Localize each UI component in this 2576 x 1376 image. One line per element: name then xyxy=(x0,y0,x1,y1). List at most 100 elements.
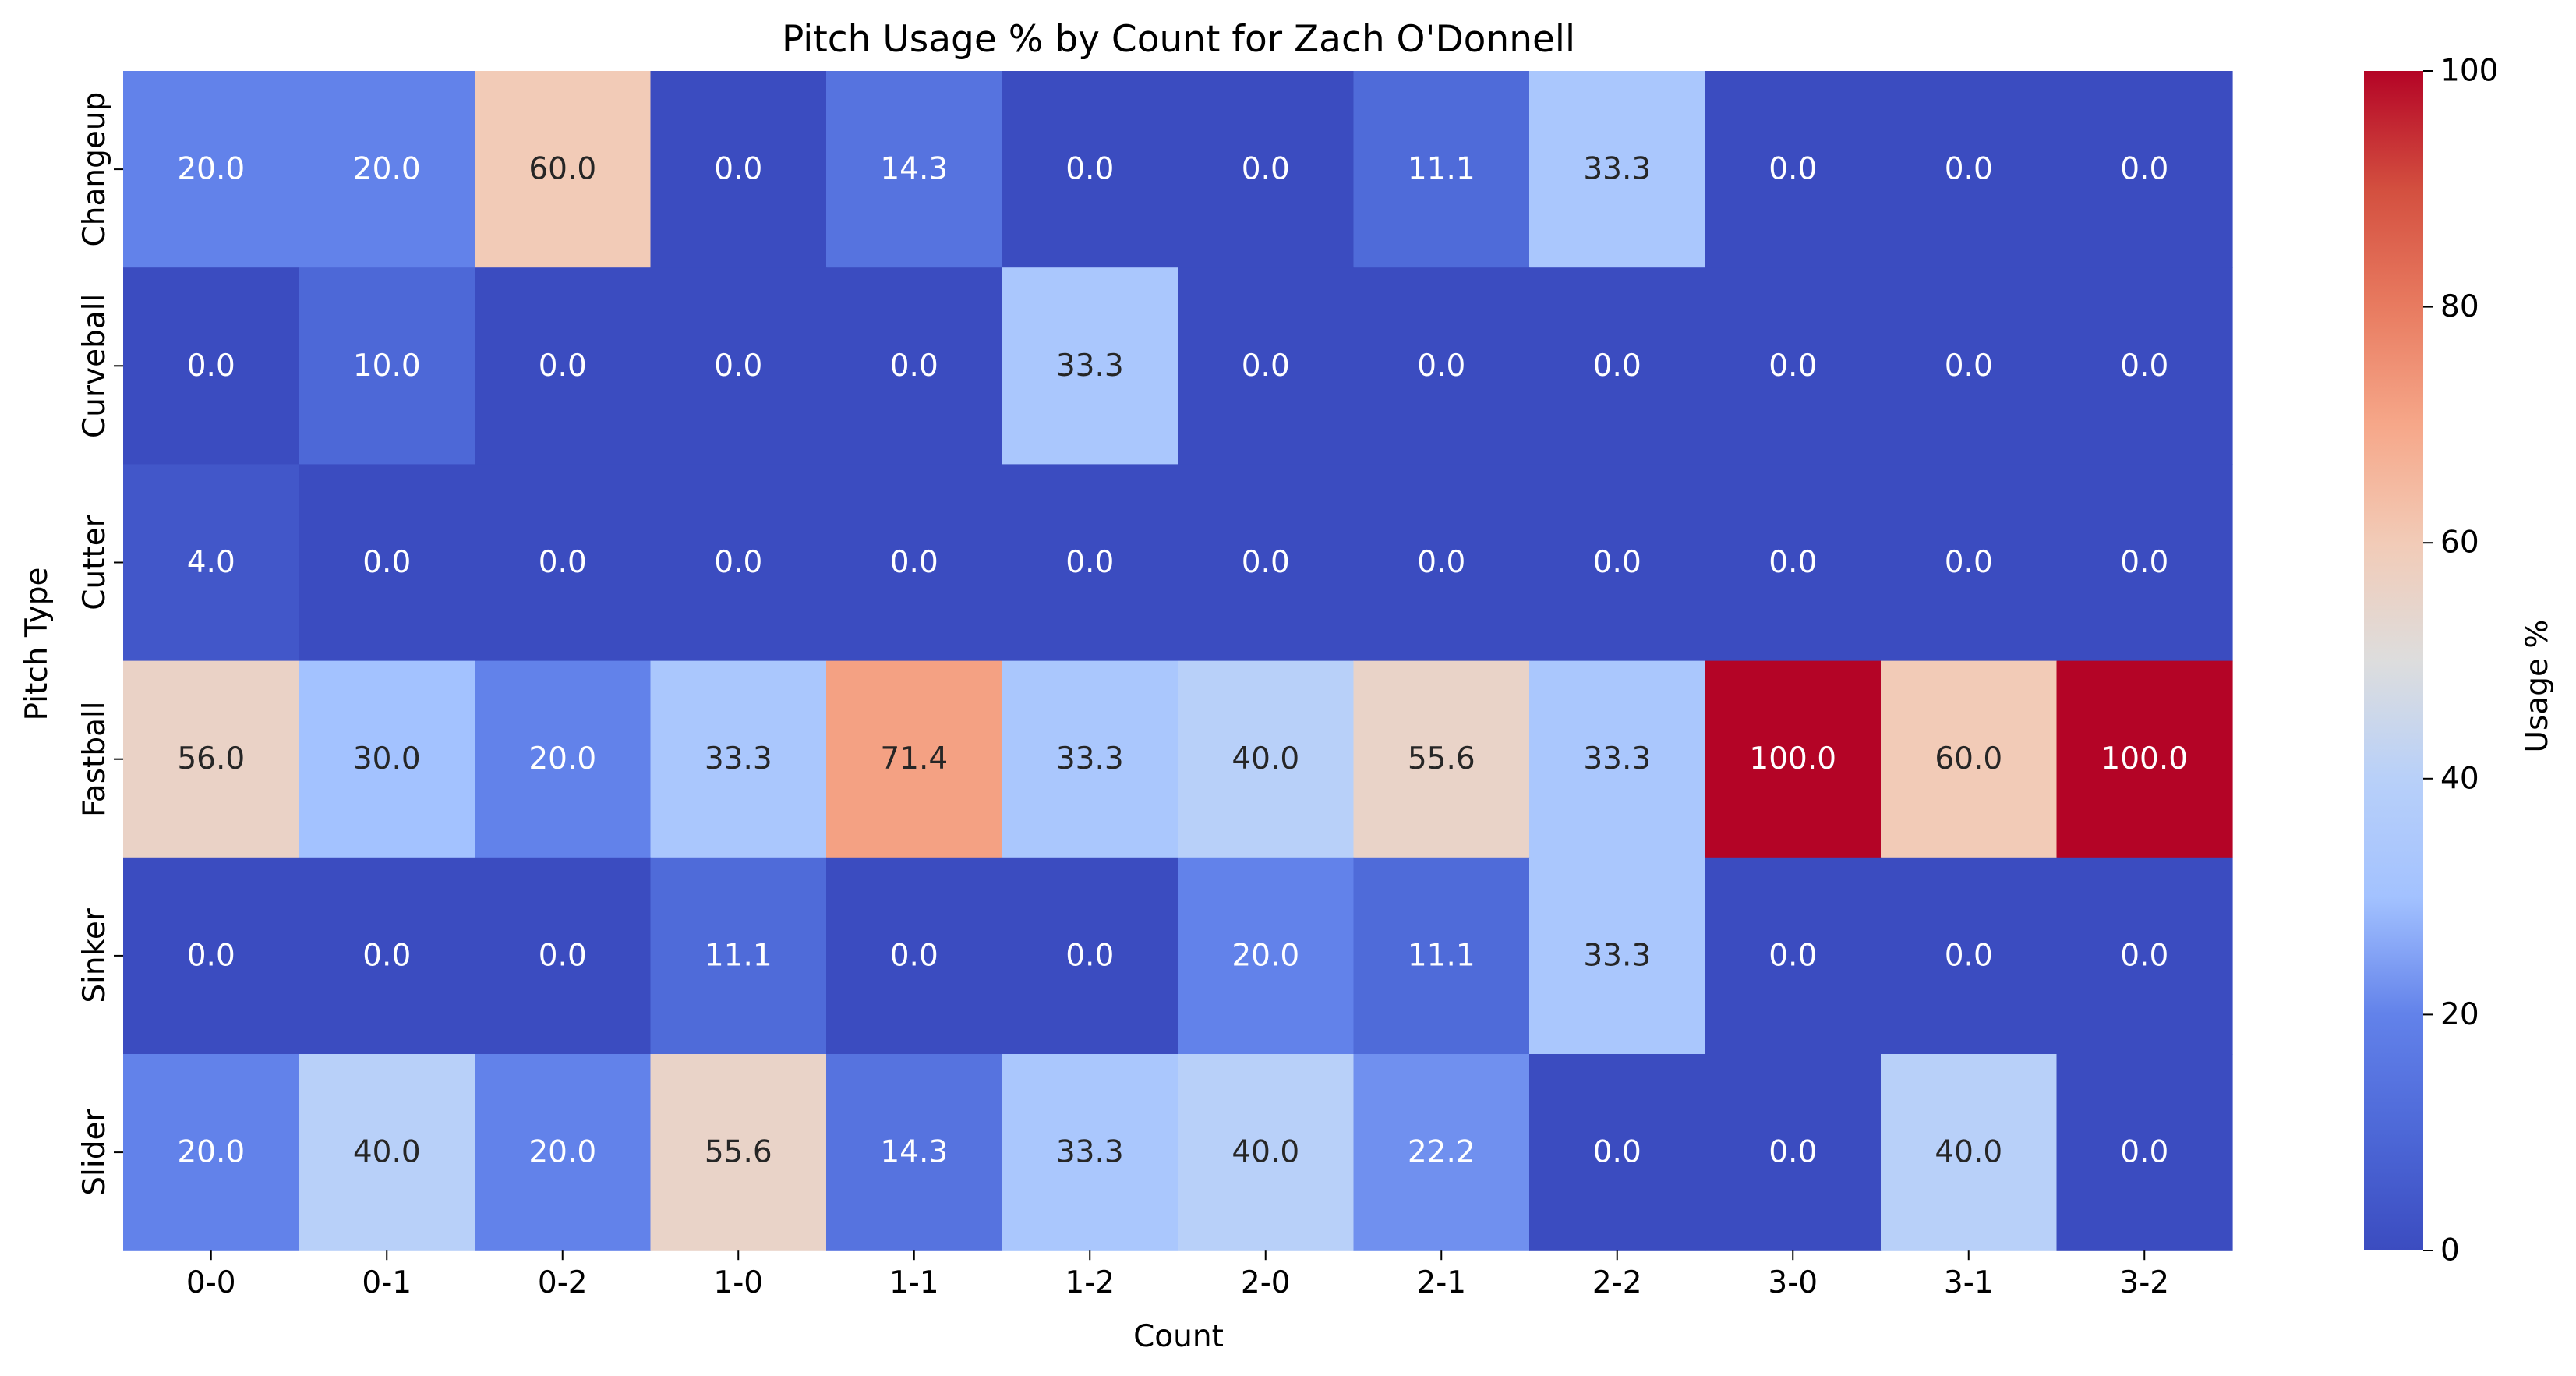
cell-value-label: 40.0 xyxy=(1935,1135,2002,1170)
cell-value-label: 0.0 xyxy=(1945,152,1993,187)
heatmap-cell xyxy=(2056,857,2233,1055)
heatmap-cell xyxy=(1529,660,1706,858)
heatmap-cell xyxy=(2056,660,2233,858)
colorbar-scale xyxy=(2364,71,2423,1250)
heatmap-cell xyxy=(2056,464,2233,662)
heatmap-cell xyxy=(826,1054,1003,1251)
heatmap-cell xyxy=(1881,71,2058,268)
cell-value-label: 0.0 xyxy=(187,348,235,384)
x-tick-label: 0-2 xyxy=(538,1265,588,1300)
heatmap-cell xyxy=(1529,267,1706,465)
heatmap-cell xyxy=(1353,1054,1530,1251)
cell-value-label: 0.0 xyxy=(1769,152,1817,187)
heatmap-cell xyxy=(1705,71,1882,268)
x-tick-label: 1-1 xyxy=(889,1265,939,1300)
cell-value-label: 33.3 xyxy=(1056,348,1124,384)
cell-value-label: 100.0 xyxy=(2101,741,2188,776)
heatmap-cell xyxy=(123,464,300,662)
cell-value-label: 20.0 xyxy=(528,1135,596,1170)
heatmap-cells: 20.0 20.0 60.0 0.0 14.3 0.0 0.0 11.1 33.3 0.0 0.0 0… xyxy=(123,71,2233,1251)
cell-value-label: 0.0 xyxy=(1945,545,1993,580)
cell-value-label: 14.3 xyxy=(880,1135,948,1170)
cell-value-label: 100.0 xyxy=(1749,741,1836,776)
heatmap-cell xyxy=(1002,857,1178,1055)
cell-value-label: 0.0 xyxy=(1769,348,1817,384)
cell-value-label: 0.0 xyxy=(362,545,411,580)
colorbar-tick-label: 0 xyxy=(2440,1233,2460,1268)
cell-value-label: 0.0 xyxy=(890,348,938,384)
heatmap-cell xyxy=(1705,1054,1882,1251)
cell-value-label: 0.0 xyxy=(539,545,587,580)
heatmap-cell xyxy=(1178,660,1355,858)
cell-value-label: 0.0 xyxy=(1593,545,1641,580)
y-tick-label: Sinker xyxy=(77,907,112,1003)
cell-value-label: 0.0 xyxy=(890,545,938,580)
cell-value-label: 0.0 xyxy=(2120,545,2168,580)
cell-value-label: 11.1 xyxy=(705,938,772,973)
heatmap-cell xyxy=(1705,464,1882,662)
x-tick-label: 3-2 xyxy=(2119,1265,2169,1300)
x-tick-label: 1-2 xyxy=(1065,1265,1115,1300)
x-tick-label: 1-0 xyxy=(713,1265,763,1300)
heatmap-cell xyxy=(299,464,475,662)
cell-value-label: 33.3 xyxy=(1056,741,1124,776)
cell-value-label: 4.0 xyxy=(187,545,235,580)
heatmap-cell xyxy=(1178,857,1355,1055)
heatmap-cell xyxy=(826,267,1003,465)
cell-value-label: 55.6 xyxy=(1408,741,1475,776)
cell-value-label: 0.0 xyxy=(1945,348,1993,384)
cell-value-label: 0.0 xyxy=(1769,938,1817,973)
cell-value-label: 0.0 xyxy=(1769,1135,1817,1170)
heatmap-cell xyxy=(1002,660,1178,858)
x-axis-ticks: 0-0 0-1 0-2 1-0 1-1 1-2 2-0 2-1 2-2 3-0 3-1 3-2 xyxy=(186,1250,2169,1300)
heatmap-cell xyxy=(1529,464,1706,662)
heatmap-cell xyxy=(2056,71,2233,268)
heatmap-cell xyxy=(650,267,827,465)
y-tick-label: Fastball xyxy=(77,701,112,817)
cell-value-label: 0.0 xyxy=(1945,938,1993,973)
y-axis-ticks: Changeup Curveball Cutter Fastball Sinker Sli… xyxy=(77,92,123,1196)
cell-value-label: 0.0 xyxy=(2120,152,2168,187)
cell-value-label: 11.1 xyxy=(1408,938,1475,973)
cell-value-label: 20.0 xyxy=(528,741,596,776)
colorbar-tick-label: 20 xyxy=(2440,997,2479,1032)
heatmap-cell xyxy=(475,267,652,465)
x-axis-label: Count xyxy=(1133,1319,1224,1354)
x-tick-label: 2-2 xyxy=(1592,1265,1642,1300)
heatmap-cell xyxy=(826,660,1003,858)
cell-value-label: 0.0 xyxy=(714,545,762,580)
heatmap-cell xyxy=(475,660,652,858)
heatmap-cell xyxy=(826,464,1003,662)
cell-value-label: 0.0 xyxy=(1593,1135,1641,1170)
heatmap-cell xyxy=(123,71,300,268)
heatmap-cell xyxy=(826,71,1003,268)
cell-value-label: 33.3 xyxy=(705,741,772,776)
y-tick-label: Cutter xyxy=(77,514,112,610)
heatmap-cell xyxy=(650,857,827,1055)
heatmap-cell xyxy=(1529,1054,1706,1251)
y-tick-label: Slider xyxy=(77,1109,112,1196)
y-axis-label: Pitch Type xyxy=(19,568,55,721)
colorbar-tick-label: 60 xyxy=(2440,525,2479,561)
heatmap-cell xyxy=(650,71,827,268)
cell-value-label: 40.0 xyxy=(353,1135,421,1170)
x-tick-label: 3-1 xyxy=(1944,1265,1994,1300)
heatmap-cell xyxy=(299,857,475,1055)
heatmap-cell xyxy=(1353,464,1530,662)
cell-value-label: 60.0 xyxy=(528,152,596,187)
heatmap-cell xyxy=(1529,857,1706,1055)
cell-value-label: 0.0 xyxy=(1065,938,1114,973)
heatmap-cell xyxy=(475,857,652,1055)
x-tick-label: 2-1 xyxy=(1416,1265,1466,1300)
cell-value-label: 0.0 xyxy=(714,348,762,384)
heatmap-cell xyxy=(299,660,475,858)
heatmap-cell xyxy=(1178,71,1355,268)
cell-value-label: 0.0 xyxy=(2120,348,2168,384)
cell-value-label: 0.0 xyxy=(1417,348,1465,384)
heatmap-cell xyxy=(1705,660,1882,858)
heatmap-cell xyxy=(2056,1054,2233,1251)
heatmap-cell xyxy=(299,71,475,268)
x-tick-label: 3-0 xyxy=(1768,1265,1818,1300)
cell-value-label: 10.0 xyxy=(353,348,421,384)
